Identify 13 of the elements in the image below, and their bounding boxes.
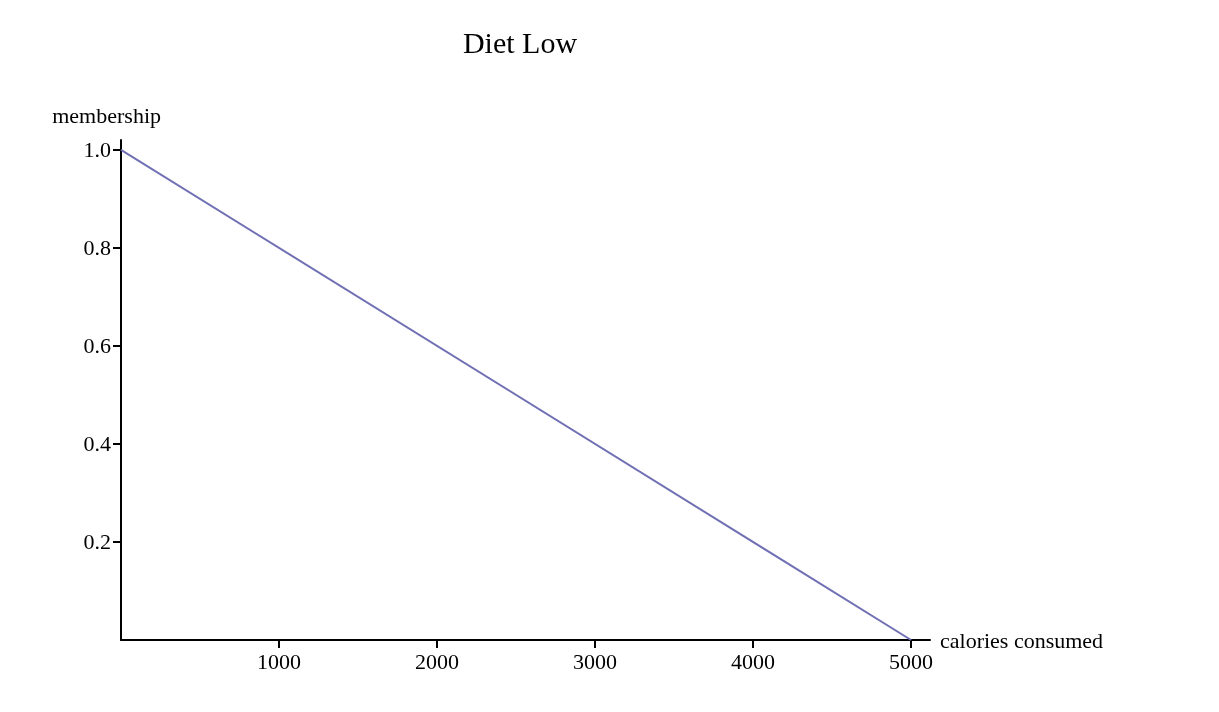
y-axis-title: membership — [52, 102, 161, 128]
x-tick-label: 4000 — [731, 648, 776, 674]
y-tick-label: 0.8 — [83, 235, 111, 261]
y-tick-label: 0.4 — [83, 431, 111, 457]
x-axis-title: calories consumed — [940, 627, 1104, 653]
x-tick-label: 5000 — [889, 648, 934, 674]
x-tick-label: 2000 — [415, 648, 460, 674]
chart-title: Diet Low — [462, 25, 578, 59]
x-tick-label: 1000 — [257, 648, 302, 674]
y-tick-label: 0.2 — [83, 529, 111, 555]
y-tick-label: 1.0 — [83, 137, 111, 163]
y-tick-label: 0.6 — [83, 333, 111, 359]
x-tick-label: 3000 — [573, 648, 618, 674]
